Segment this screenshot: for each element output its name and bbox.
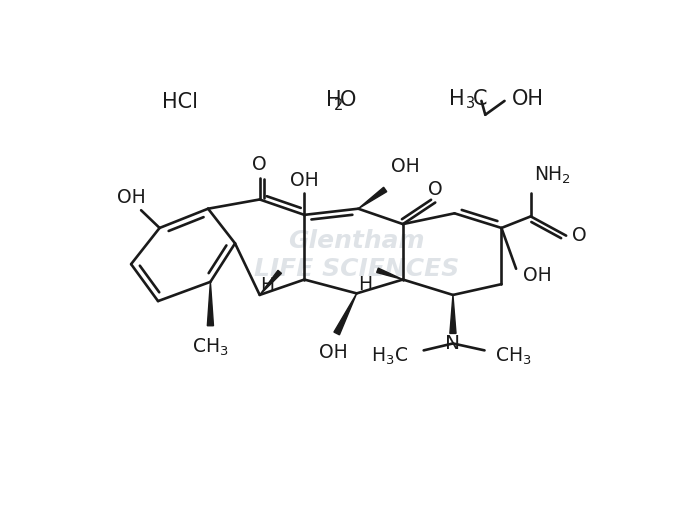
Text: 2: 2 bbox=[334, 98, 344, 113]
Text: H: H bbox=[449, 88, 464, 109]
Text: O: O bbox=[340, 90, 356, 110]
Text: H: H bbox=[326, 90, 342, 110]
Text: HCl: HCl bbox=[161, 93, 198, 112]
Polygon shape bbox=[260, 270, 281, 295]
Text: 3: 3 bbox=[466, 97, 475, 111]
Text: O: O bbox=[253, 155, 267, 174]
Polygon shape bbox=[358, 187, 387, 209]
Text: H: H bbox=[358, 275, 372, 294]
Text: O: O bbox=[572, 226, 587, 245]
Text: H$_3$C: H$_3$C bbox=[371, 346, 409, 367]
Text: OH: OH bbox=[290, 171, 319, 190]
Polygon shape bbox=[334, 293, 357, 335]
Text: OH: OH bbox=[512, 88, 544, 109]
Text: Glentham
LIFE SCIENCES: Glentham LIFE SCIENCES bbox=[254, 229, 459, 281]
Text: H: H bbox=[260, 277, 274, 295]
Text: N: N bbox=[445, 334, 461, 353]
Text: CH$_3$: CH$_3$ bbox=[496, 346, 532, 367]
Text: OH: OH bbox=[118, 188, 146, 206]
Text: OH: OH bbox=[523, 266, 552, 285]
Text: CH$_3$: CH$_3$ bbox=[192, 336, 229, 358]
Text: OH: OH bbox=[319, 343, 348, 362]
Text: OH: OH bbox=[391, 157, 420, 176]
Polygon shape bbox=[377, 268, 403, 280]
Polygon shape bbox=[207, 282, 214, 326]
Text: NH$_2$: NH$_2$ bbox=[534, 165, 571, 186]
Polygon shape bbox=[450, 295, 456, 333]
Text: O: O bbox=[428, 180, 443, 199]
Text: C: C bbox=[473, 88, 487, 109]
